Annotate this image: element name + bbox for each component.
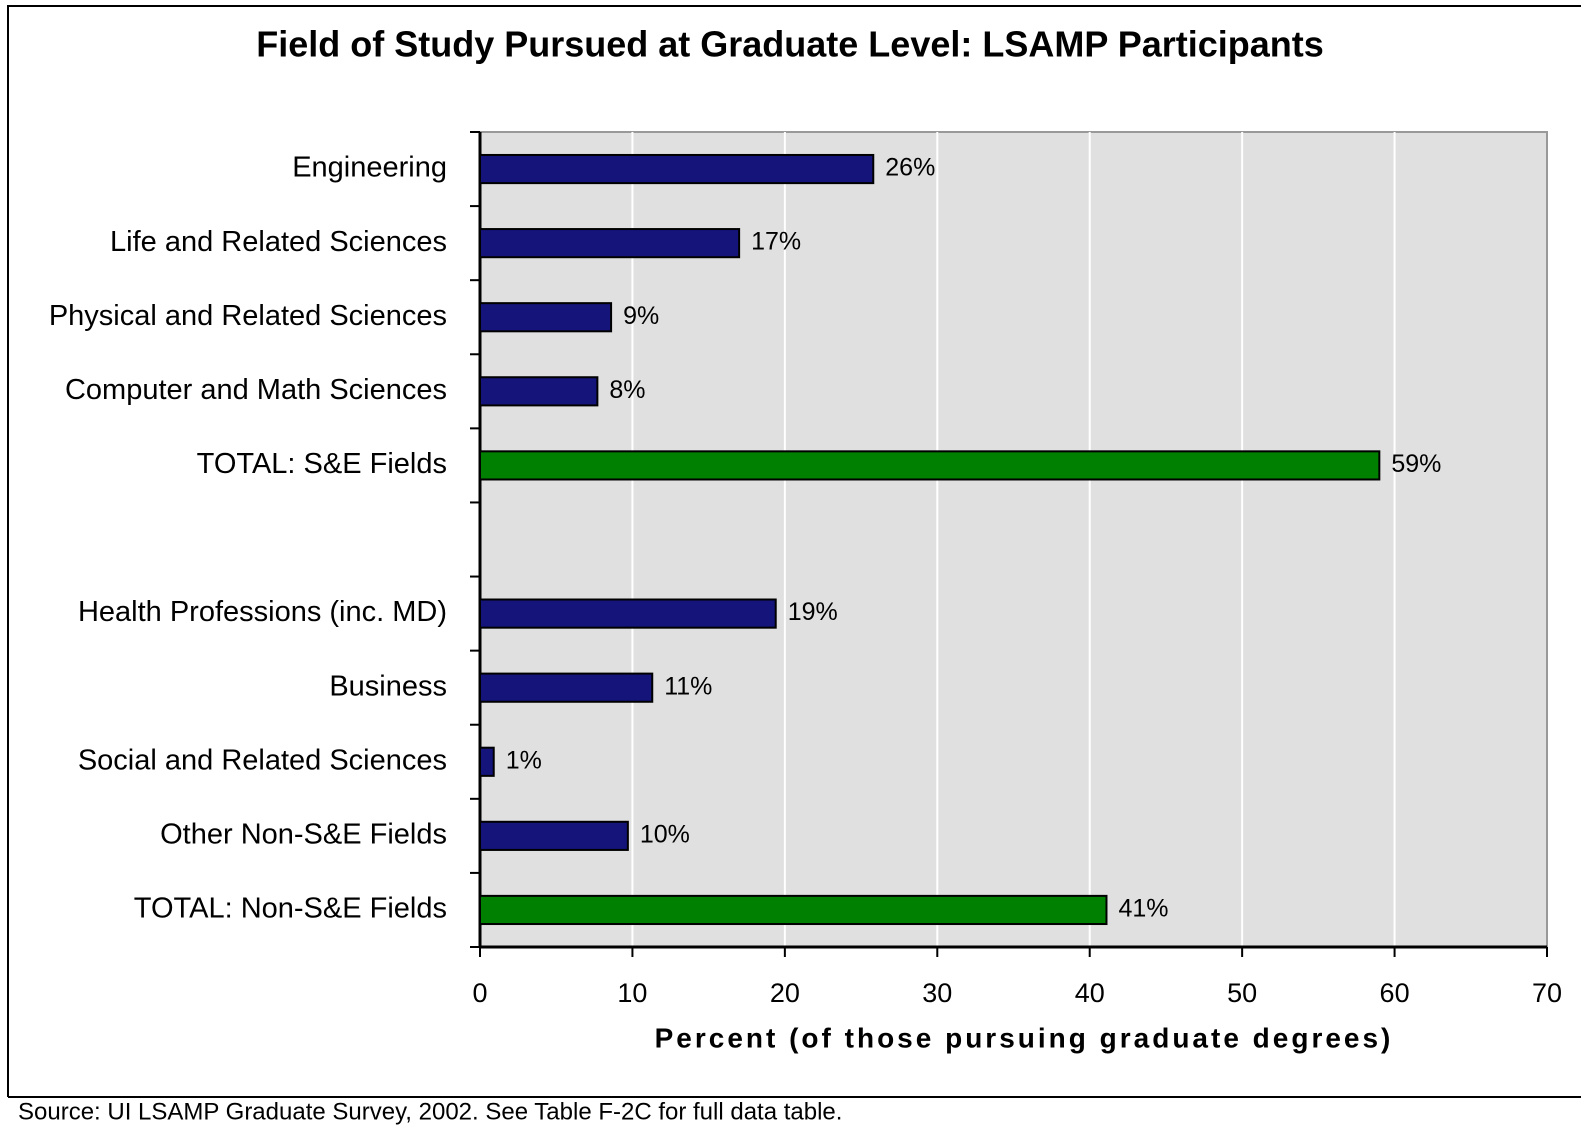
- bar: [479, 746, 495, 777]
- y-tick-label: Health Professions (inc. MD): [78, 596, 447, 628]
- x-tick-label: 50: [1227, 978, 1257, 1008]
- x-tick-label: 20: [770, 978, 800, 1008]
- value-label: 17%: [751, 228, 801, 256]
- x-tick-label: 0: [472, 978, 487, 1008]
- bar: [479, 376, 599, 407]
- bar: [479, 228, 741, 259]
- x-axis-label: Percent (of those pursuing graduate degr…: [655, 1022, 1394, 1053]
- chart-title: Field of Study Pursued at Graduate Level…: [256, 24, 1324, 65]
- bar: [479, 598, 777, 629]
- y-tick-label: Other Non-S&E Fields: [160, 819, 447, 851]
- bar: [479, 672, 654, 703]
- value-label: 9%: [623, 302, 659, 330]
- y-tick-label: Social and Related Sciences: [78, 744, 447, 776]
- value-label: 10%: [640, 820, 690, 848]
- x-tick-label: 40: [1075, 978, 1105, 1008]
- y-tick-label: Business: [329, 670, 447, 702]
- x-tick-label: 60: [1380, 978, 1410, 1008]
- frame: [7, 5, 1581, 1097]
- bar: [479, 894, 1108, 926]
- y-tick-label: TOTAL: S&E Fields: [197, 448, 447, 480]
- x-tick-label: 10: [617, 978, 647, 1008]
- value-label: 41%: [1118, 895, 1168, 923]
- value-label: 19%: [788, 598, 838, 626]
- y-tick-label: Engineering: [292, 152, 447, 184]
- bar: [479, 450, 1381, 481]
- bar: [479, 820, 629, 851]
- x-tick-label: 70: [1532, 978, 1562, 1008]
- value-label: 8%: [609, 376, 645, 404]
- bar: [479, 302, 613, 333]
- y-tick-label: TOTAL: Non-S&E Fields: [134, 893, 447, 925]
- bar: [479, 153, 875, 185]
- y-tick-label: Physical and Related Sciences: [49, 300, 447, 332]
- value-label: 11%: [664, 672, 712, 700]
- y-tick-label: Life and Related Sciences: [110, 226, 447, 258]
- value-label: 26%: [885, 154, 935, 182]
- source-note: Source: UI LSAMP Graduate Survey, 2002. …: [18, 1098, 842, 1125]
- value-label: 1%: [506, 746, 542, 774]
- value-label: 59%: [1391, 450, 1441, 478]
- y-tick-label: Computer and Math Sciences: [65, 374, 447, 406]
- x-tick-label: 30: [922, 978, 952, 1008]
